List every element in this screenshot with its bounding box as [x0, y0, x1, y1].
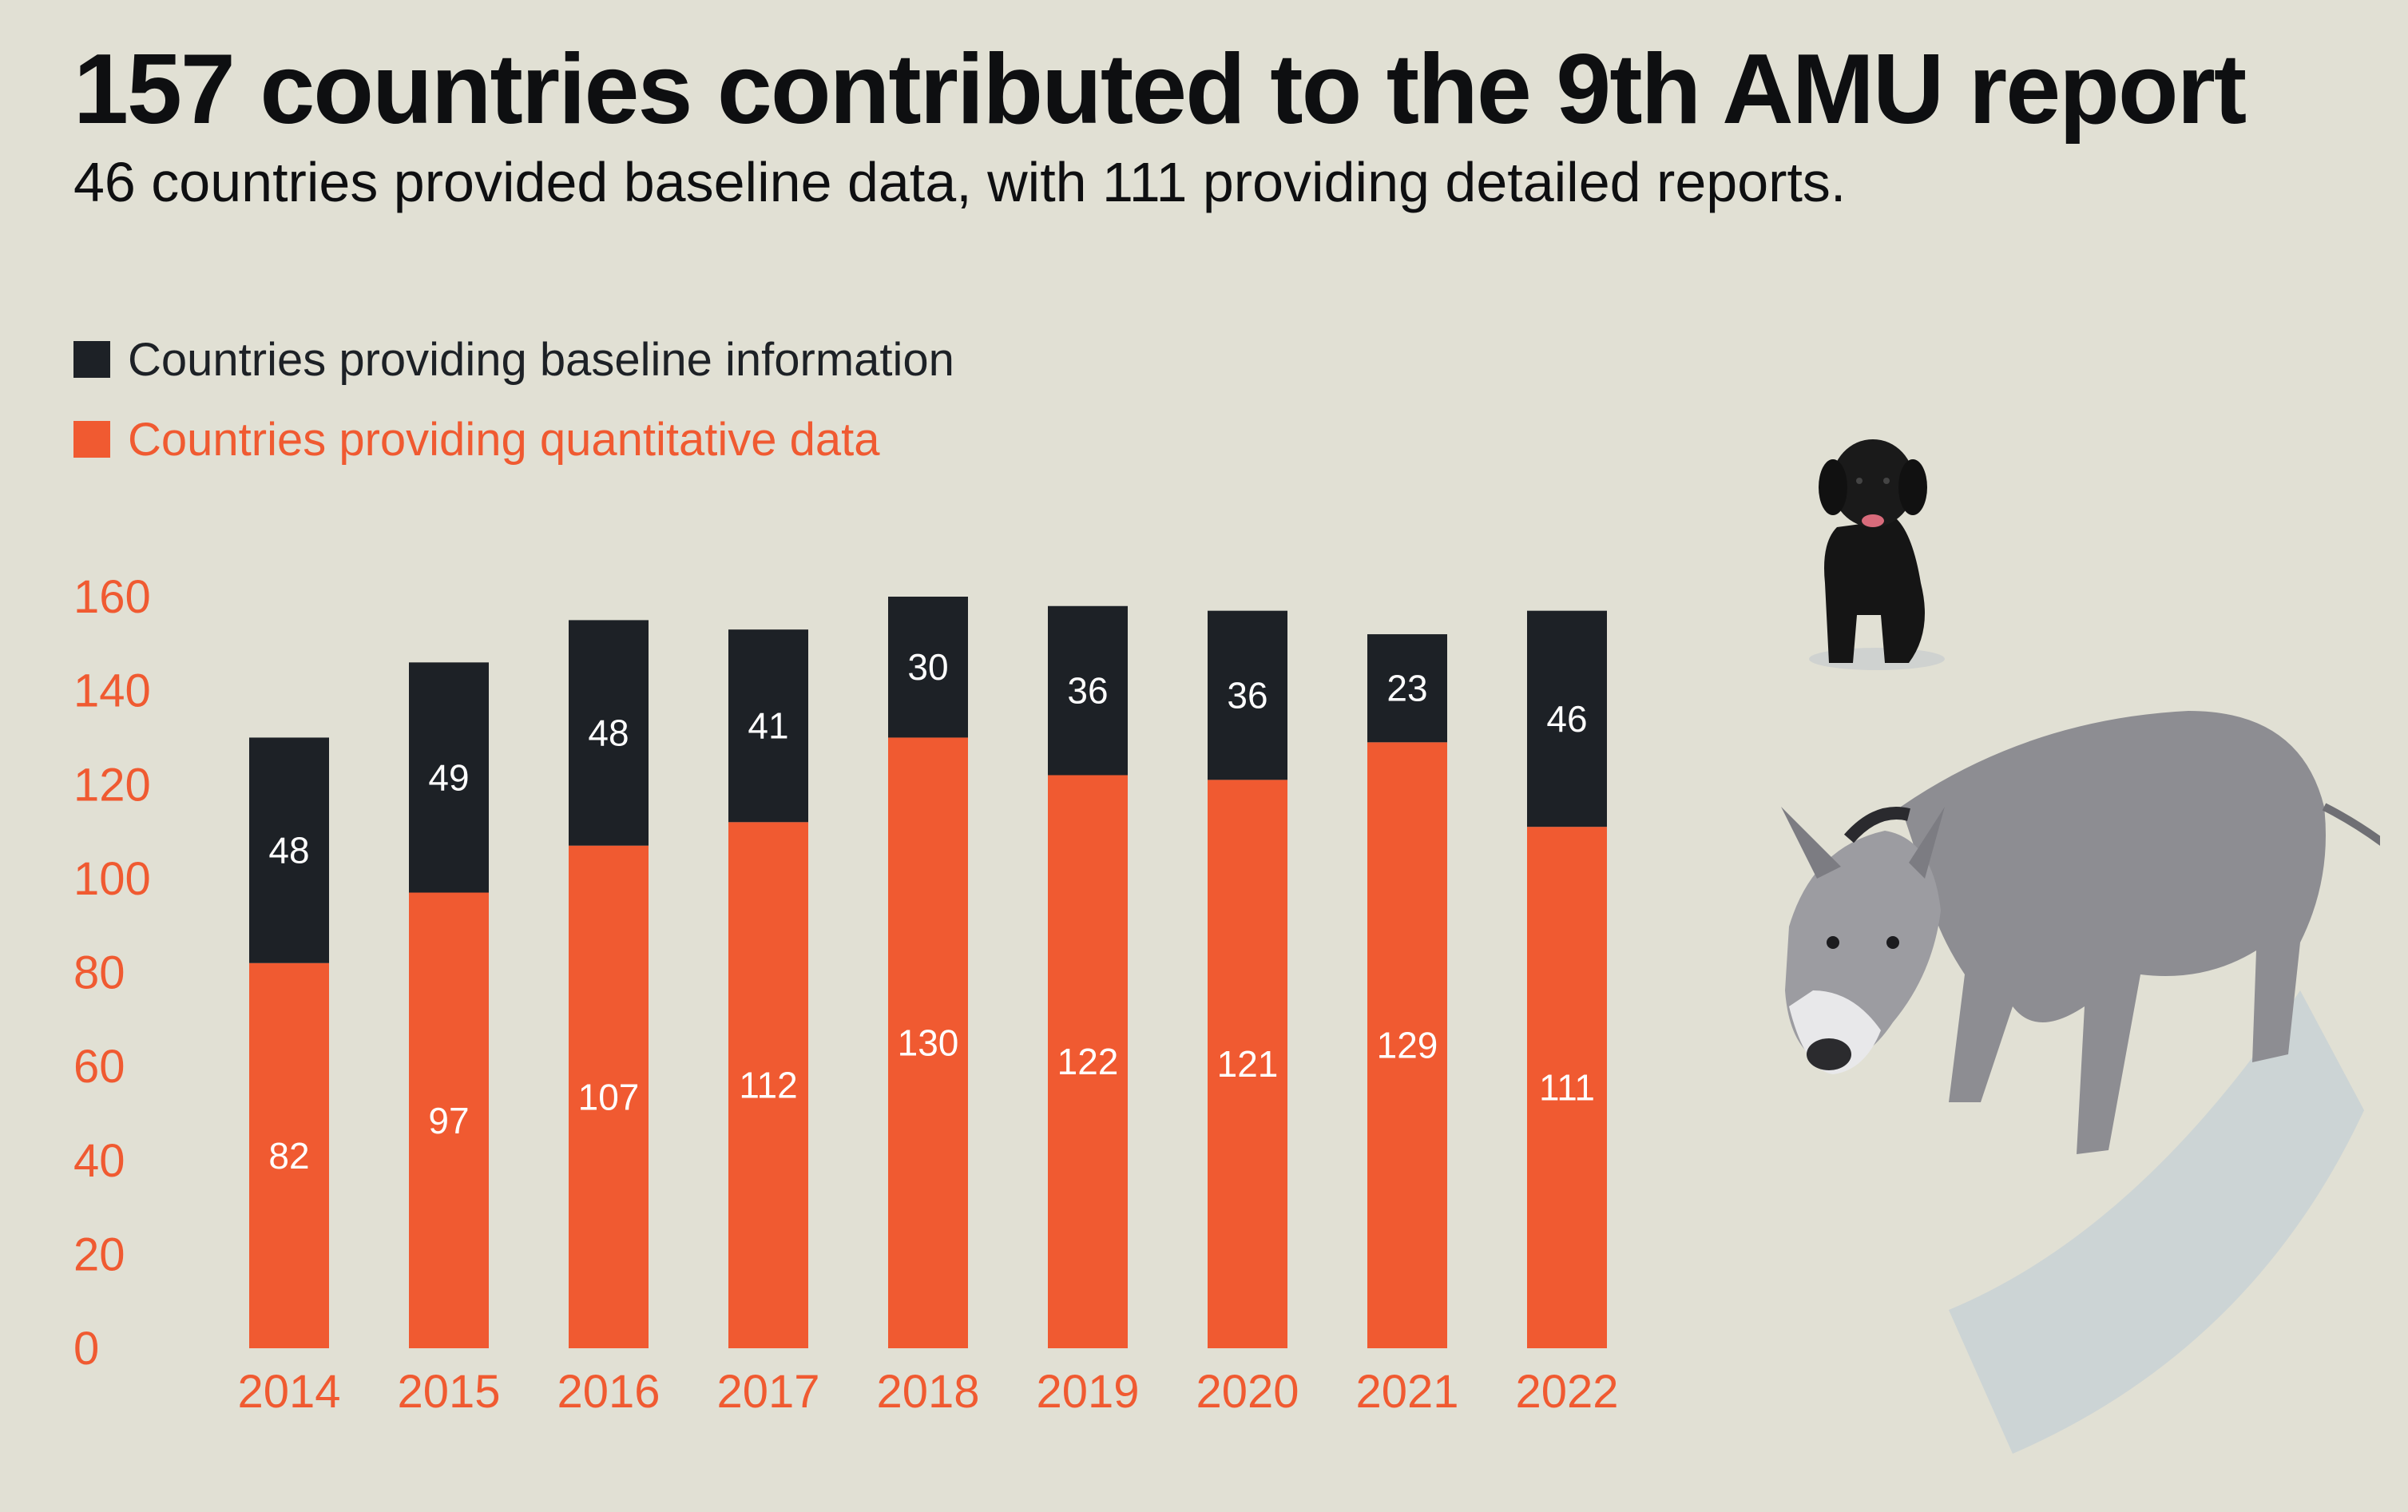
dog-icon [1809, 439, 1945, 670]
data-label-quantitative: 111 [1539, 1067, 1595, 1109]
x-tick-label: 2015 [397, 1366, 500, 1418]
bar-baseline [1048, 605, 1128, 776]
y-tick-label: 100 [73, 853, 151, 905]
legend-label-quantitative: Countries providing quantitative data [128, 413, 880, 466]
data-label-quantitative: 129 [1377, 1025, 1438, 1066]
legend: Countries providing baseline information… [73, 319, 954, 479]
bar-quantitative [1527, 827, 1607, 1348]
x-tick-label: 2018 [876, 1366, 979, 1418]
bar-baseline [569, 620, 649, 846]
y-tick-label: 120 [73, 759, 151, 811]
data-label-quantitative: 82 [268, 1135, 309, 1177]
y-tick-label: 20 [73, 1228, 125, 1280]
data-label-baseline: 36 [1227, 675, 1267, 716]
x-tick-label: 2019 [1036, 1366, 1139, 1418]
legend-swatch-quantitative [73, 421, 110, 458]
data-label-baseline: 30 [907, 646, 948, 688]
bar-chart: 0 20 40 60 80 100 120 140 160 82 48 2014 97 49 2015 107… [73, 571, 1619, 1418]
bar-quantitative [888, 737, 968, 1348]
x-tick-label: 2017 [716, 1366, 819, 1418]
data-label-baseline: 46 [1546, 698, 1587, 740]
legend-item-quantitative: Countries providing quantitative data [73, 399, 954, 479]
bar-quantitative [1208, 780, 1287, 1348]
x-tick-label: 2021 [1355, 1366, 1458, 1418]
donkey-icon [1781, 711, 2380, 1454]
bar-quantitative [1367, 742, 1447, 1348]
data-label-baseline: 48 [268, 830, 309, 871]
legend-swatch-baseline [73, 341, 110, 378]
y-tick-label: 60 [73, 1041, 125, 1093]
chart-title: 157 countries contributed to the 9th AMU… [73, 34, 2247, 145]
data-label-baseline: 36 [1067, 670, 1108, 712]
bar-baseline [249, 737, 329, 963]
bar-quantitative [569, 845, 649, 1348]
bar-baseline [1367, 634, 1447, 743]
legend-label-baseline: Countries providing baseline information [128, 333, 954, 386]
y-tick-label: 80 [73, 947, 125, 999]
data-label-quantitative: 97 [428, 1100, 469, 1141]
data-label-baseline: 23 [1386, 668, 1427, 709]
data-label-quantitative: 122 [1057, 1041, 1119, 1082]
data-label-baseline: 48 [588, 712, 629, 754]
data-label-quantitative: 130 [898, 1022, 959, 1064]
x-tick-label: 2016 [557, 1366, 660, 1418]
x-tick-label: 2022 [1515, 1366, 1618, 1418]
data-label-baseline: 49 [428, 756, 469, 798]
y-tick-label: 140 [73, 665, 151, 717]
bar-baseline [409, 662, 489, 893]
bar-baseline [1208, 610, 1287, 780]
bar-baseline [1527, 610, 1607, 827]
data-label-baseline: 41 [748, 705, 788, 747]
bar-baseline [888, 597, 968, 738]
animal-illustration [1781, 439, 2380, 1454]
x-tick-label: 2014 [237, 1366, 340, 1418]
data-label-quantitative: 121 [1217, 1043, 1279, 1085]
bar-quantitative [728, 822, 808, 1348]
x-tick-label: 2020 [1196, 1366, 1299, 1418]
data-label-quantitative: 112 [739, 1065, 797, 1106]
y-tick-label: 0 [73, 1323, 99, 1375]
bar-quantitative [249, 962, 329, 1348]
bar-quantitative [1048, 775, 1128, 1348]
legend-item-baseline: Countries providing baseline information [73, 319, 954, 399]
y-tick-label: 160 [73, 571, 151, 623]
data-label-quantitative: 107 [578, 1076, 640, 1117]
bar-baseline [728, 629, 808, 823]
chart-subtitle: 46 countries provided baseline data, wit… [73, 151, 1847, 213]
y-tick-label: 40 [73, 1135, 125, 1187]
bar-quantitative [409, 892, 489, 1348]
